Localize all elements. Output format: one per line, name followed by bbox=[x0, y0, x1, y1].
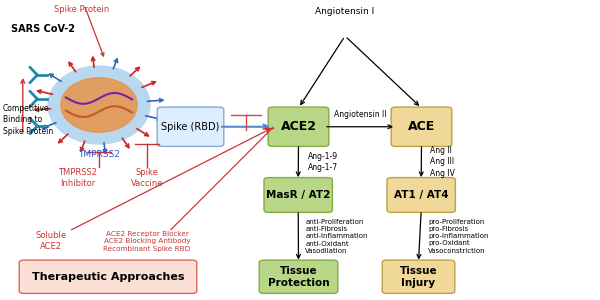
Text: Tissue
Protection: Tissue Protection bbox=[268, 266, 329, 287]
FancyBboxPatch shape bbox=[264, 178, 332, 212]
FancyBboxPatch shape bbox=[268, 107, 329, 146]
Text: SARS CoV-2: SARS CoV-2 bbox=[11, 24, 75, 34]
Text: Angiotensin I: Angiotensin I bbox=[316, 8, 374, 16]
Text: Ang-1-9
Ang-1-7: Ang-1-9 Ang-1-7 bbox=[308, 152, 338, 172]
FancyBboxPatch shape bbox=[382, 260, 455, 293]
FancyBboxPatch shape bbox=[259, 260, 338, 293]
Text: Spike (RBD): Spike (RBD) bbox=[161, 122, 220, 132]
Text: TMPRSS2
Inhibitor: TMPRSS2 Inhibitor bbox=[59, 168, 97, 188]
FancyBboxPatch shape bbox=[19, 260, 197, 293]
Text: Competitive
Binding to
Spike Protein: Competitive Binding to Spike Protein bbox=[3, 104, 53, 136]
Text: AT1 / AT4: AT1 / AT4 bbox=[394, 190, 449, 200]
FancyBboxPatch shape bbox=[157, 107, 224, 146]
Text: Angiotensin II: Angiotensin II bbox=[334, 110, 386, 119]
Text: anti-Proliferation
anti-Fibrosis
anti-Inflammation
anti-Oxidant
Vasodilation: anti-Proliferation anti-Fibrosis anti-In… bbox=[305, 219, 368, 254]
FancyBboxPatch shape bbox=[387, 178, 455, 212]
Ellipse shape bbox=[48, 66, 150, 144]
Text: ACE2 Receptor Blocker
ACE2 Blocking Antibody
Recombinant Spike RBD: ACE2 Receptor Blocker ACE2 Blocking Anti… bbox=[103, 231, 191, 251]
Text: pro-Proliferation
pro-Fibrosis
pro-Inflammation
pro-Oxidant
Vasoconstriction: pro-Proliferation pro-Fibrosis pro-Infla… bbox=[428, 219, 489, 254]
Text: Spike Protein: Spike Protein bbox=[54, 4, 109, 14]
FancyBboxPatch shape bbox=[391, 107, 452, 146]
Text: Therapeutic Approaches: Therapeutic Approaches bbox=[32, 272, 184, 282]
Text: Spike
Vaccine: Spike Vaccine bbox=[131, 168, 163, 188]
Text: ACE2: ACE2 bbox=[281, 120, 317, 133]
Text: ACE: ACE bbox=[408, 120, 435, 133]
Text: Ang II
Ang III
Ang IV: Ang II Ang III Ang IV bbox=[431, 146, 455, 178]
Text: TMPRSS2: TMPRSS2 bbox=[78, 150, 120, 159]
Text: Tissue
Injury: Tissue Injury bbox=[400, 266, 437, 287]
Ellipse shape bbox=[61, 78, 137, 132]
Text: Soluble
ACE2: Soluble ACE2 bbox=[35, 231, 67, 251]
Text: MasR / AT2: MasR / AT2 bbox=[266, 190, 331, 200]
